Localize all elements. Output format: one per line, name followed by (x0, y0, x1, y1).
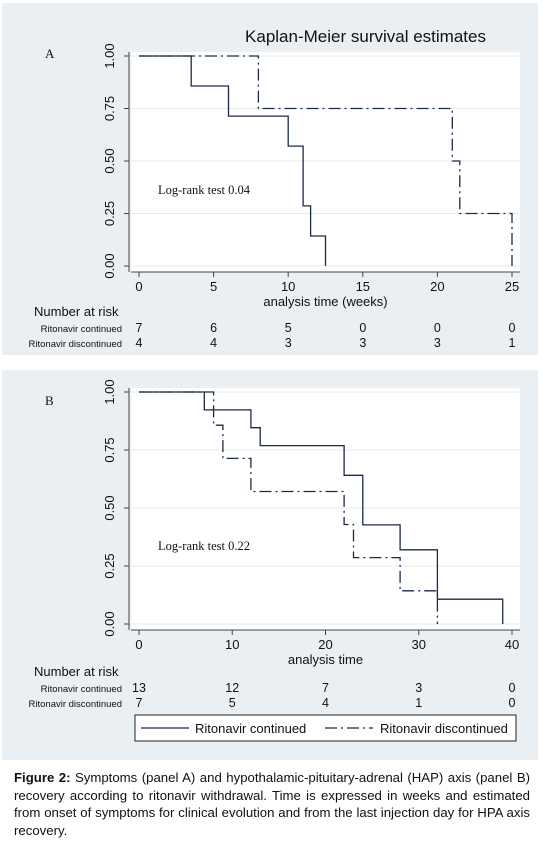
risk-value: 6 (210, 321, 217, 335)
risk-value: 3 (415, 681, 422, 695)
curve-discontinued (139, 55, 513, 266)
y-tick-label: 1.00 (102, 43, 117, 68)
risk-value: 3 (434, 336, 441, 350)
panel-label: A (45, 46, 55, 61)
y-tick-label: 0.50 (102, 495, 117, 520)
caption-text: Symptoms (panel A) and hypothalamic-pitu… (14, 770, 531, 838)
curve-discontinued (139, 391, 439, 624)
plot-area (131, 52, 520, 272)
y-tick-label: 1.00 (102, 379, 117, 404)
x-axis-label: analysis time (weeks) (263, 294, 387, 309)
risk-value: 7 (322, 681, 329, 695)
curve-continued (139, 55, 327, 266)
risk-value: 0 (434, 321, 441, 335)
risk-table-header: Number at risk (34, 304, 119, 319)
figure-caption: Figure 2: Symptoms (panel A) and hypotha… (14, 769, 530, 839)
risk-value: 0 (509, 696, 516, 710)
y-tick-label: 0.75 (102, 437, 117, 462)
x-tick-label: 5 (210, 279, 217, 294)
x-tick-label: 0 (135, 279, 142, 294)
risk-value: 5 (285, 321, 292, 335)
plot-area (131, 388, 520, 630)
risk-row-label: Ritonavir discontinued (29, 339, 122, 350)
panel-label: B (45, 393, 54, 408)
x-tick-label: 10 (225, 637, 239, 652)
y-tick-label: 0.25 (102, 201, 117, 226)
risk-row-label: Ritonavir continued (41, 684, 122, 695)
risk-value: 4 (136, 336, 143, 350)
x-tick-label: 20 (318, 637, 332, 652)
x-tick-label: 25 (505, 279, 519, 294)
x-axis-label: analysis time (288, 652, 363, 667)
x-tick-label: 20 (430, 279, 444, 294)
risk-value: 0 (509, 681, 516, 695)
x-tick-label: 30 (412, 637, 426, 652)
legend-label-discontinued: Ritonavir discontinued (380, 721, 508, 736)
y-tick-label: 0.50 (102, 148, 117, 173)
logrank-annotation: Log-rank test 0.22 (158, 539, 250, 553)
risk-value: 4 (210, 336, 217, 350)
risk-value: 3 (359, 336, 366, 350)
risk-row-label: Ritonavir discontinued (29, 699, 122, 710)
risk-value: 4 (322, 696, 329, 710)
risk-value: 1 (415, 696, 422, 710)
panel-b: 0.00 0.25 0.50 0.75 1.00 0 10 20 30 40 analysis ti… (2, 370, 538, 760)
x-tick-label: 40 (505, 637, 519, 652)
legend-label-continued: Ritonavir continued (195, 721, 306, 736)
y-tick-label: 0.00 (102, 253, 117, 278)
risk-value: 7 (136, 696, 143, 710)
chart-title: Kaplan-Meier survival estimates (245, 27, 486, 46)
risk-value: 13 (132, 681, 146, 695)
logrank-annotation: Log-rank test 0.04 (158, 183, 251, 197)
risk-value: 3 (285, 336, 292, 350)
risk-row-label: Ritonavir continued (41, 324, 122, 335)
caption-label: Figure 2: (14, 770, 71, 785)
x-tick-label: 15 (356, 279, 370, 294)
risk-value: 12 (225, 681, 239, 695)
y-tick-label: 0.00 (102, 611, 117, 636)
y-tick-label: 0.75 (102, 96, 117, 121)
risk-value: 0 (509, 321, 516, 335)
y-tick-label: 0.25 (102, 553, 117, 578)
x-tick-label: 10 (281, 279, 295, 294)
risk-table-header: Number at risk (34, 664, 119, 679)
risk-value: 1 (509, 336, 516, 350)
risk-value: 7 (136, 321, 143, 335)
x-tick-label: 0 (135, 637, 142, 652)
panel-a: 0.00 0.25 0.50 0.75 1.00 0 5 10 15 20 25 analysis t… (2, 3, 538, 355)
risk-value: 5 (229, 696, 236, 710)
risk-value: 0 (359, 321, 366, 335)
curve-continued (139, 391, 504, 624)
